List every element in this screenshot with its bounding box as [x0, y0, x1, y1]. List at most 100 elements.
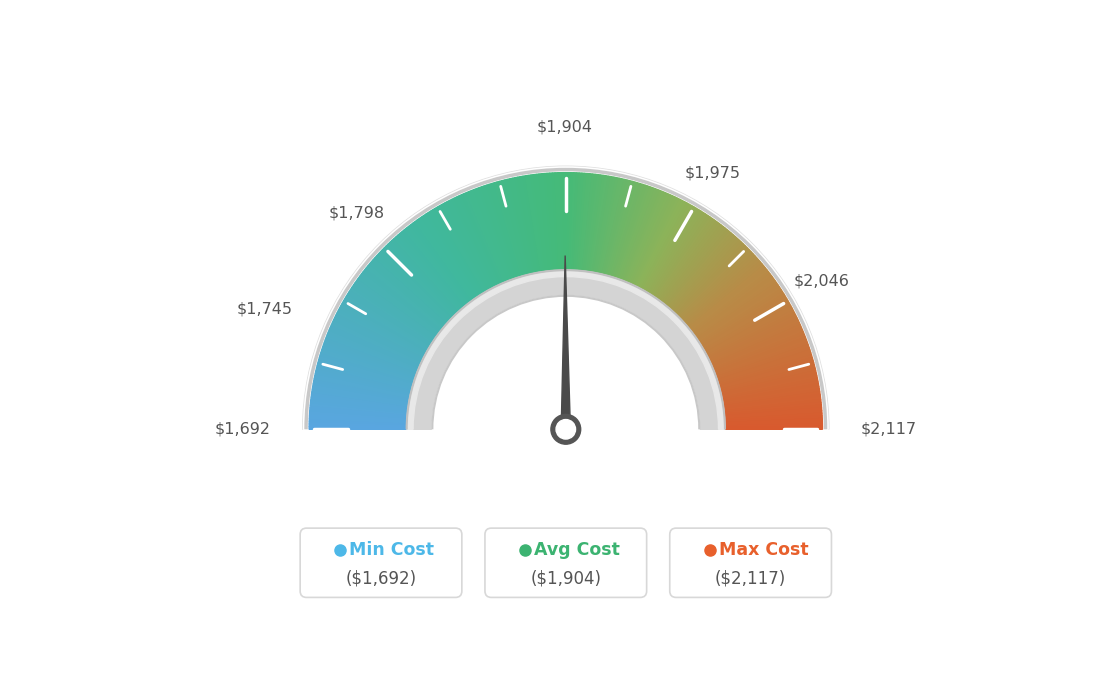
- Wedge shape: [633, 196, 675, 285]
- Wedge shape: [712, 327, 803, 368]
- Wedge shape: [322, 345, 415, 379]
- Wedge shape: [402, 230, 466, 306]
- Wedge shape: [529, 175, 544, 272]
- Wedge shape: [577, 173, 587, 270]
- Wedge shape: [678, 248, 750, 318]
- Wedge shape: [681, 252, 753, 320]
- Wedge shape: [689, 266, 765, 329]
- Wedge shape: [316, 368, 412, 393]
- Wedge shape: [392, 239, 459, 312]
- Wedge shape: [611, 183, 640, 277]
- Wedge shape: [304, 167, 828, 429]
- Wedge shape: [375, 255, 448, 323]
- Wedge shape: [422, 215, 478, 297]
- Wedge shape: [373, 257, 447, 324]
- Wedge shape: [312, 389, 408, 406]
- Wedge shape: [381, 250, 453, 319]
- Wedge shape: [666, 230, 730, 306]
- Text: $1,745: $1,745: [237, 302, 293, 317]
- Wedge shape: [658, 220, 716, 301]
- Text: ($1,904): ($1,904): [530, 569, 602, 587]
- Wedge shape: [676, 244, 745, 315]
- Wedge shape: [328, 330, 420, 369]
- Wedge shape: [341, 304, 427, 353]
- Wedge shape: [700, 292, 784, 346]
- Wedge shape: [337, 310, 425, 357]
- Wedge shape: [512, 178, 534, 274]
- Wedge shape: [400, 232, 465, 308]
- Wedge shape: [352, 285, 434, 342]
- Wedge shape: [542, 173, 552, 271]
- Wedge shape: [497, 181, 524, 276]
- Wedge shape: [709, 317, 798, 362]
- Wedge shape: [561, 172, 564, 270]
- Wedge shape: [618, 187, 652, 279]
- Wedge shape: [310, 408, 407, 417]
- Wedge shape: [476, 188, 512, 280]
- Wedge shape: [310, 402, 407, 414]
- Wedge shape: [721, 373, 817, 396]
- Wedge shape: [309, 413, 407, 421]
- Wedge shape: [716, 345, 809, 379]
- Wedge shape: [656, 217, 712, 299]
- Wedge shape: [310, 400, 407, 413]
- Wedge shape: [720, 366, 815, 391]
- Wedge shape: [379, 252, 450, 320]
- Wedge shape: [709, 315, 797, 360]
- Wedge shape: [396, 235, 461, 310]
- Text: ($1,692): ($1,692): [346, 569, 416, 587]
- Wedge shape: [331, 322, 421, 364]
- Wedge shape: [687, 262, 762, 326]
- Wedge shape: [445, 202, 492, 289]
- Wedge shape: [316, 371, 411, 395]
- Wedge shape: [704, 304, 790, 353]
- Wedge shape: [718, 355, 813, 385]
- Wedge shape: [309, 421, 406, 426]
- Wedge shape: [439, 204, 489, 290]
- Wedge shape: [382, 248, 454, 318]
- Wedge shape: [725, 421, 822, 426]
- Wedge shape: [442, 203, 490, 290]
- Wedge shape: [340, 306, 426, 354]
- Wedge shape: [449, 199, 495, 288]
- Wedge shape: [311, 395, 408, 409]
- Wedge shape: [332, 320, 422, 363]
- Polygon shape: [561, 255, 571, 429]
- Wedge shape: [696, 281, 776, 339]
- Wedge shape: [722, 384, 819, 403]
- Wedge shape: [667, 232, 732, 308]
- Wedge shape: [415, 220, 474, 301]
- Wedge shape: [699, 290, 783, 344]
- Wedge shape: [552, 173, 559, 270]
- Wedge shape: [690, 270, 768, 332]
- Wedge shape: [326, 337, 417, 374]
- Wedge shape: [635, 198, 680, 287]
- Wedge shape: [431, 210, 484, 294]
- Wedge shape: [630, 195, 672, 284]
- Wedge shape: [318, 360, 413, 388]
- Wedge shape: [505, 179, 530, 275]
- Wedge shape: [537, 174, 549, 271]
- Wedge shape: [523, 176, 541, 273]
- Wedge shape: [457, 196, 499, 285]
- FancyBboxPatch shape: [300, 528, 461, 598]
- Wedge shape: [648, 210, 701, 294]
- Text: $1,692: $1,692: [214, 422, 270, 437]
- Wedge shape: [338, 308, 425, 355]
- Wedge shape: [399, 233, 463, 309]
- Wedge shape: [698, 285, 779, 342]
- Wedge shape: [317, 363, 412, 390]
- Wedge shape: [707, 310, 795, 357]
- Wedge shape: [673, 240, 742, 313]
- Wedge shape: [433, 208, 485, 293]
- Wedge shape: [724, 408, 821, 417]
- Wedge shape: [683, 255, 756, 323]
- Wedge shape: [315, 376, 411, 398]
- Wedge shape: [348, 292, 432, 346]
- Wedge shape: [626, 192, 666, 283]
- Wedge shape: [309, 419, 406, 424]
- Wedge shape: [563, 172, 565, 270]
- Wedge shape: [720, 368, 816, 393]
- Wedge shape: [708, 313, 796, 359]
- Wedge shape: [326, 335, 417, 373]
